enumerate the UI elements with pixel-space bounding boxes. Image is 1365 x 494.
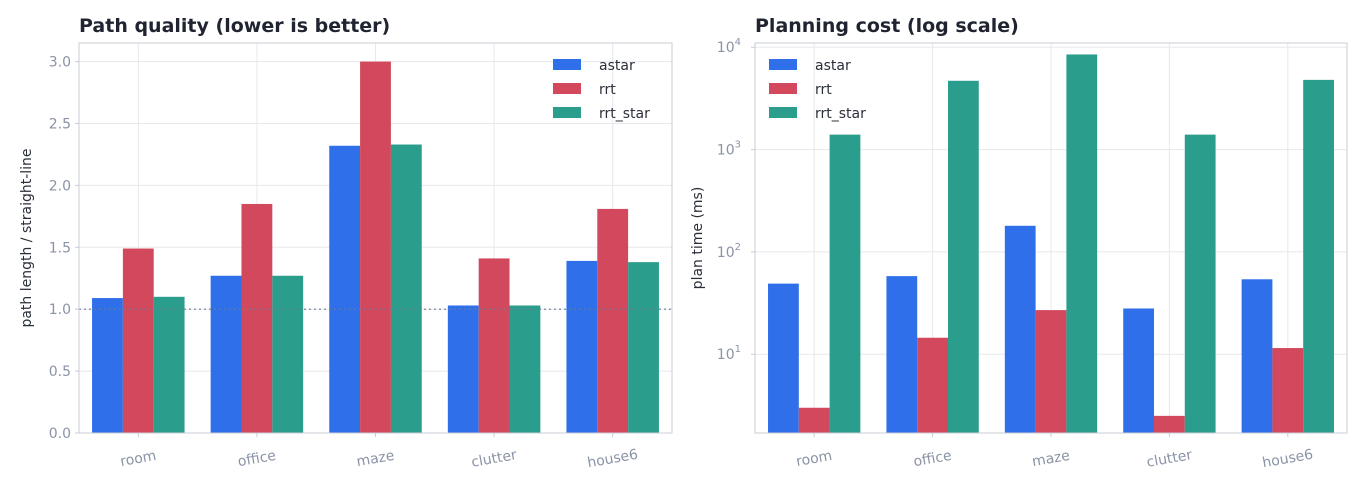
- bar-rrt_star-room: [153, 296, 185, 433]
- x-tick-label-clutter: clutter: [470, 447, 518, 471]
- bar-rrt-maze: [360, 61, 391, 433]
- legend-label-astar: astar: [599, 58, 635, 74]
- left-bars: [92, 61, 659, 433]
- legend-swatch-rrt: [553, 83, 581, 94]
- bar-rrt_star-clutter: [509, 305, 541, 433]
- y-tick-exponent: 1: [735, 344, 741, 355]
- bar-rrt_star-maze: [1066, 54, 1098, 433]
- left-chart-title: Path quality (lower is better): [79, 15, 390, 37]
- right-chart-title: Planning cost (log scale): [755, 15, 1019, 37]
- x-tick-label-maze: maze: [1031, 448, 1071, 470]
- bar-astar-maze: [1004, 225, 1036, 433]
- left-legend: astar rrt rrt_star: [553, 58, 650, 122]
- legend-label-rrt: rrt: [815, 82, 832, 98]
- bar-astar-office: [210, 275, 242, 433]
- bar-rrt-clutter: [1154, 415, 1185, 433]
- legend-label-astar: astar: [815, 58, 851, 74]
- x-tick-label-house6: house6: [586, 447, 639, 472]
- y-tick-base: 10: [717, 347, 735, 363]
- y-tick-label: 1.0: [49, 302, 71, 318]
- bar-astar-clutter: [1123, 308, 1155, 433]
- x-tick-label-office: office: [912, 448, 953, 470]
- y-tick-exponent: 2: [735, 242, 741, 253]
- x-tick-label-room: room: [119, 448, 157, 470]
- bar-rrt_star-house6: [1303, 79, 1334, 434]
- bar-rrt-room: [798, 407, 830, 433]
- bar-rrt_star-room: [829, 134, 861, 433]
- bar-rrt-house6: [1272, 348, 1304, 433]
- bar-rrt-clutter: [478, 258, 510, 433]
- legend-label-rrt: rrt: [599, 82, 616, 98]
- x-tick-label-maze: maze: [355, 448, 395, 470]
- bar-astar-office: [886, 276, 918, 433]
- bar-astar-house6: [1241, 279, 1273, 433]
- right-legend: astar rrt rrt_star: [769, 58, 866, 122]
- y-tick-label: 0.0: [49, 426, 71, 442]
- y-tick-label: 102: [717, 242, 741, 261]
- x-tick-label-house6: house6: [1261, 447, 1314, 472]
- bar-rrt-room: [122, 248, 154, 433]
- y-tick-label: 104: [717, 37, 741, 56]
- left-x-ticks: room office maze clutter house6: [119, 433, 639, 471]
- bar-astar-room: [768, 283, 799, 433]
- bar-astar-room: [92, 298, 123, 433]
- y-tick-base: 10: [717, 40, 735, 56]
- left-y-axis-label: path length / straight-line: [19, 148, 35, 327]
- bar-rrt-maze: [1035, 310, 1067, 433]
- y-tick-label: 1.5: [49, 240, 71, 256]
- x-tick-label-clutter: clutter: [1145, 447, 1193, 471]
- legend-label-rrt_star: rrt_star: [815, 106, 866, 122]
- y-tick-exponent: 3: [735, 140, 741, 151]
- y-tick-label: 2.5: [49, 116, 71, 132]
- path-quality-chart: Path quality (lower is better) 0.0 0.5 1.0…: [19, 15, 673, 471]
- bar-rrt_star-office: [272, 275, 304, 433]
- y-tick-label: 103: [717, 140, 741, 159]
- y-tick-label: 101: [717, 344, 741, 363]
- legend-swatch-rrt: [769, 83, 797, 94]
- y-tick-label: 2.0: [49, 178, 71, 194]
- bar-rrt_star-house6: [628, 262, 659, 433]
- bar-astar-house6: [566, 260, 598, 433]
- legend-swatch-rrt_star: [553, 107, 581, 118]
- bar-rrt_star-office: [947, 80, 979, 433]
- right-x-ticks: room office maze clutter house6: [795, 433, 1314, 471]
- legend-label-rrt_star: rrt_star: [599, 106, 650, 122]
- y-tick-base: 10: [717, 143, 735, 159]
- y-tick-base: 10: [717, 245, 735, 261]
- legend-swatch-rrt_star: [769, 107, 797, 118]
- legend-swatch-astar: [553, 59, 581, 70]
- x-tick-label-office: office: [237, 448, 278, 470]
- legend-swatch-astar: [769, 59, 797, 70]
- right-bars: [768, 54, 1334, 434]
- y-tick-label: 0.5: [49, 364, 71, 380]
- right-y-axis-label: plan time (ms): [690, 187, 706, 290]
- bar-astar-clutter: [447, 305, 479, 433]
- y-tick-label: 3.0: [49, 55, 71, 71]
- bar-rrt-house6: [597, 208, 629, 433]
- bar-rrt_star-maze: [390, 144, 422, 433]
- left-y-ticks: 0.0 0.5 1.0 1.5 2.0 2.5 3.0: [49, 55, 79, 442]
- bar-astar-maze: [329, 145, 361, 433]
- y-tick-exponent: 4: [735, 37, 741, 48]
- bar-rrt_star-clutter: [1184, 134, 1216, 433]
- x-tick-label-room: room: [795, 448, 833, 470]
- bar-rrt-office: [917, 337, 948, 433]
- bar-rrt-office: [241, 203, 273, 433]
